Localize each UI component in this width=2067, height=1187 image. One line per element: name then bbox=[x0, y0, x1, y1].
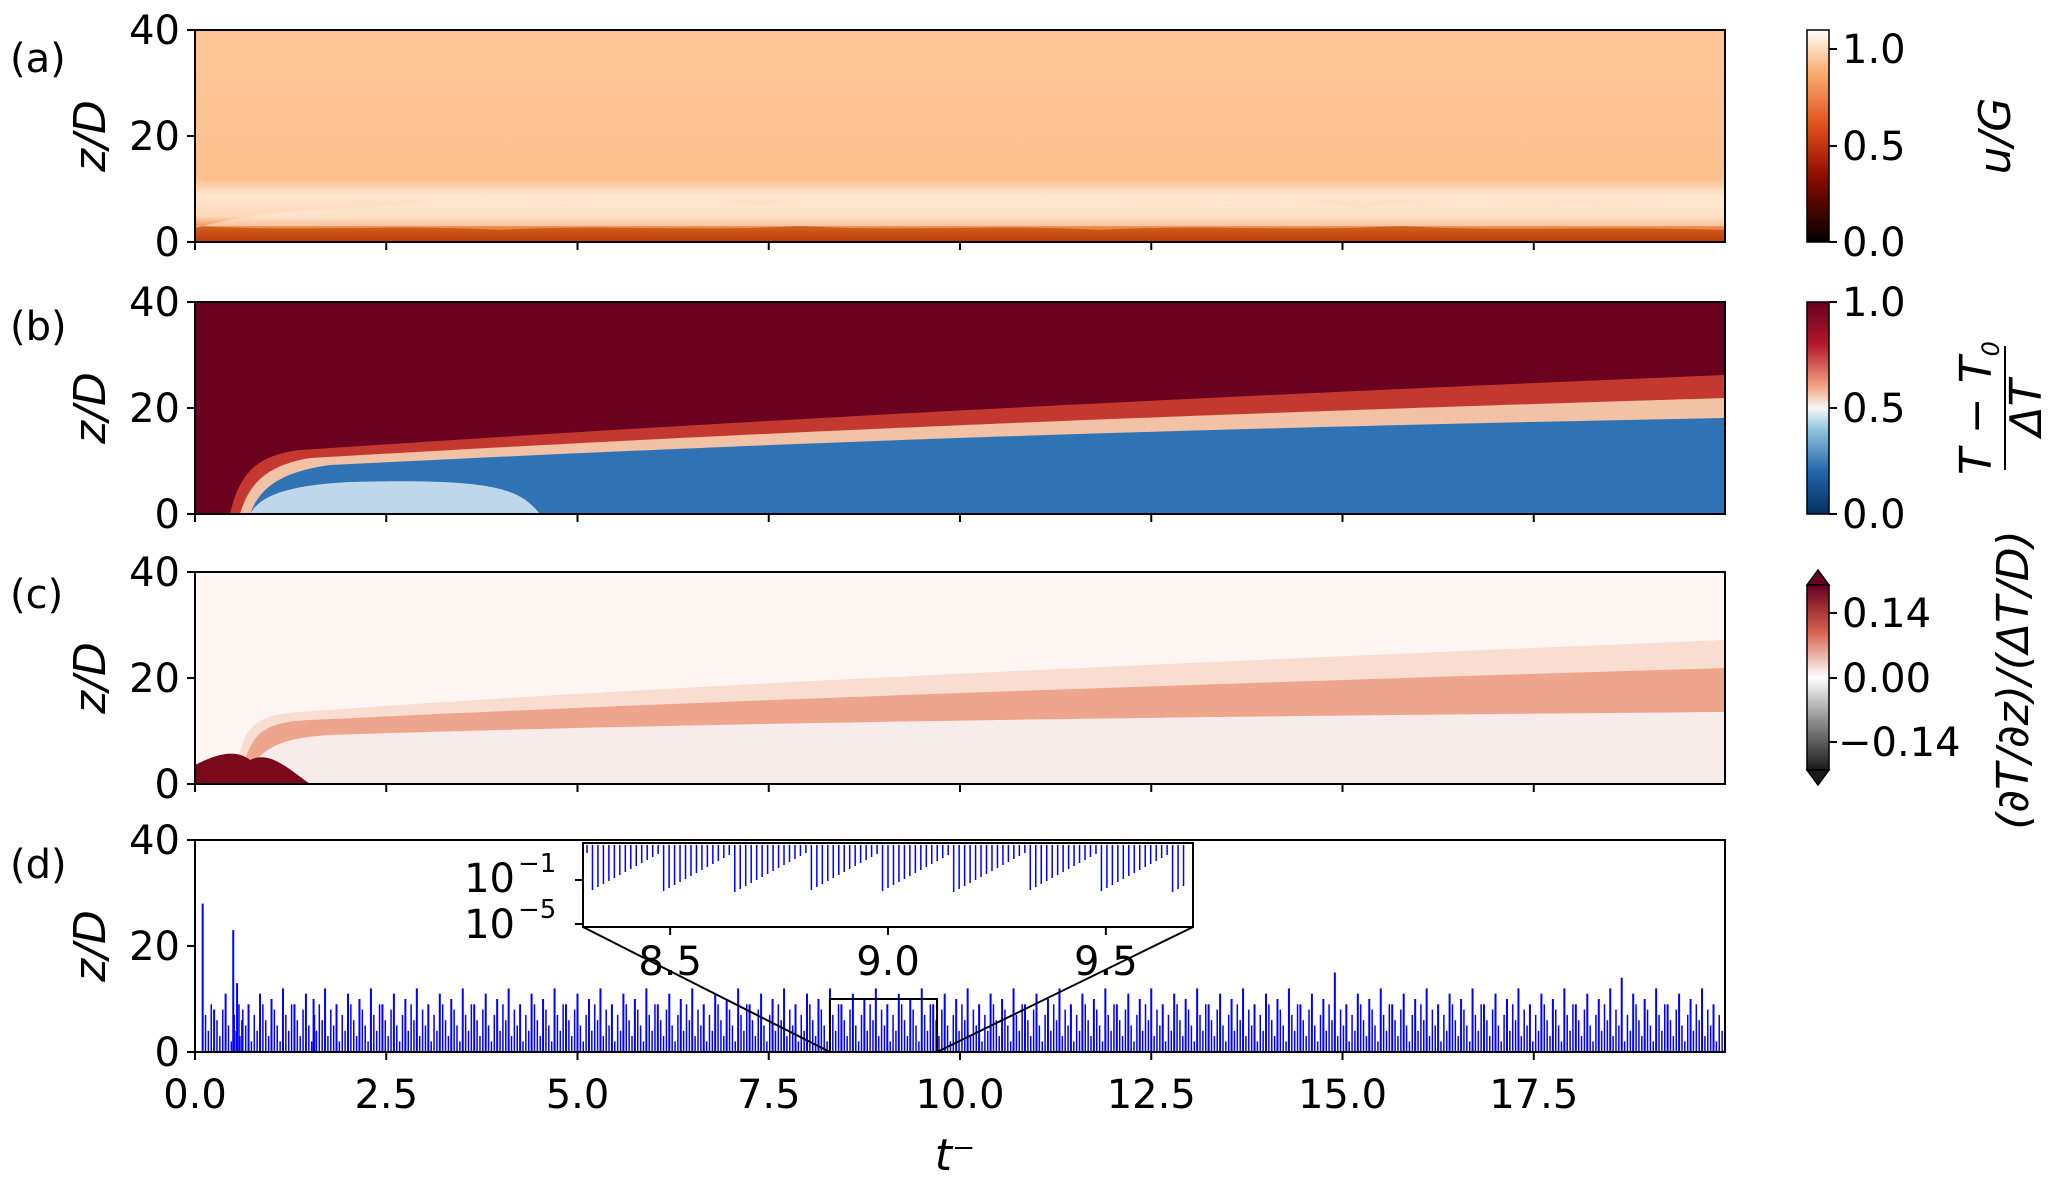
panel-b-xticks bbox=[194, 514, 1535, 522]
panel-a-ytick-20: 20 bbox=[129, 114, 180, 160]
inset-xtick-label: 8.5 bbox=[638, 939, 702, 985]
inset-xtick-label: 9.0 bbox=[856, 939, 920, 985]
panel-d-xtick-label: 10.0 bbox=[915, 1072, 1004, 1118]
inset-xtick-label: 9.5 bbox=[1074, 939, 1138, 985]
inset-ytick-1: 10 bbox=[464, 856, 515, 902]
panel-d-xtick-label: 2.5 bbox=[354, 1072, 418, 1118]
inset-spikes bbox=[586, 845, 1185, 892]
panel-b-ylabel: z/D bbox=[65, 372, 116, 445]
panel-b-ytick-20: 20 bbox=[129, 386, 180, 432]
zoom-indicator bbox=[582, 926, 1194, 1053]
panel-c-xticks bbox=[194, 784, 1535, 792]
colorbar-a-label: u/G bbox=[1970, 98, 2021, 175]
inset-xaxis: 8.5 9.0 9.5 bbox=[638, 927, 1138, 985]
colorbar-a-tick-0: 0.0 bbox=[1842, 220, 1906, 266]
panel-b-yticks: 0 20 40 bbox=[129, 280, 195, 538]
colorbar-b-tick-1: 0.5 bbox=[1842, 386, 1906, 432]
panel-c-mixed-layer bbox=[245, 712, 1725, 784]
panel-d-xtick-label: 0.0 bbox=[163, 1072, 227, 1118]
panel-d-xtick-label: 5.0 bbox=[546, 1072, 610, 1118]
inset-ytick-2: 10 bbox=[464, 902, 515, 948]
colorbar-b-tick-2: 1.0 bbox=[1842, 280, 1906, 326]
panel-a-yticks: 0 20 40 bbox=[129, 8, 195, 266]
panel-a: (a) z/D 0 20 40 0.0 0.5 1.0 u/G bbox=[10, 8, 2021, 266]
panel-b-cold-layer bbox=[250, 418, 1725, 514]
panel-a-xticks bbox=[194, 242, 1535, 250]
panel-c: (c) z/D 0 20 40 −0.14 0.00 0.14 (∂T/∂z)/… bbox=[10, 530, 2039, 829]
panel-d-ytick-40: 40 bbox=[129, 818, 180, 864]
panel-b-label: (b) bbox=[10, 304, 67, 350]
panel-d-yticks: 0 20 40 bbox=[129, 818, 195, 1076]
colorbar-a-bar bbox=[1806, 29, 1830, 243]
zoom-connector-right bbox=[936, 926, 1194, 1053]
panel-b: (b) z/D 0 20 40 0.0 0.5 1.0 T − T0 bbox=[10, 280, 2052, 538]
colorbar-c-tick-2: 0.14 bbox=[1842, 591, 1931, 637]
colorbar-b-bar bbox=[1806, 301, 1830, 515]
panel-c-ylabel: z/D bbox=[65, 642, 116, 715]
panel-a-ytick-40: 40 bbox=[129, 8, 180, 54]
panel-c-yticks: 0 20 40 bbox=[129, 550, 195, 808]
inset-ytick-2-exp: −5 bbox=[518, 895, 556, 925]
colorbar-a-tick-2: 1.0 bbox=[1842, 27, 1906, 73]
panel-a-label: (a) bbox=[10, 36, 66, 82]
panel-d-ytick-0: 0 bbox=[155, 1030, 180, 1076]
panel-d-spikes bbox=[201, 903, 1723, 1052]
panel-c-ytick-0: 0 bbox=[155, 762, 180, 808]
panel-a-ytick-0: 0 bbox=[155, 220, 180, 266]
svg-text:T − T0: T − T0 bbox=[1951, 341, 2005, 475]
colorbar-b: 0.0 0.5 1.0 T − T0 ΔT bbox=[1806, 280, 2052, 538]
colorbar-c-tick-1: 0.00 bbox=[1842, 656, 1931, 702]
colorbar-b-tick-0: 0.0 bbox=[1842, 492, 1906, 538]
panel-b-ytick-0: 0 bbox=[155, 492, 180, 538]
svg-text:ΔT: ΔT bbox=[2001, 376, 2052, 439]
colorbar-c-label: (∂T/∂z)/(ΔT/D) bbox=[1988, 530, 2039, 829]
panel-d-xtick-label: 17.5 bbox=[1489, 1072, 1578, 1118]
colorbar-a-tick-1: 0.5 bbox=[1842, 124, 1906, 170]
colorbar-c-extend-min bbox=[1805, 769, 1831, 787]
colorbar-a: 0.0 0.5 1.0 u/G bbox=[1806, 27, 2021, 266]
panel-d: (d) z/D 0 20 40 0.0 2.5 5.0 7.5 10.0 12.5 15.0… bbox=[10, 818, 1726, 1181]
panel-d-xlabel: t⁻ bbox=[935, 1130, 975, 1181]
panel-d-xtick-label: 7.5 bbox=[737, 1072, 801, 1118]
panel-d-xtick-label: 12.5 bbox=[1107, 1072, 1196, 1118]
panel-c-ytick-40: 40 bbox=[129, 550, 180, 596]
panel-d-xtick-label: 15.0 bbox=[1298, 1072, 1387, 1118]
zoom-connector-left bbox=[582, 926, 831, 1053]
panel-d-label: (d) bbox=[10, 842, 67, 888]
panel-d-xaxis: 0.0 2.5 5.0 7.5 10.0 12.5 15.0 17.5 bbox=[163, 1052, 1578, 1118]
panel-b-mixing-region bbox=[250, 481, 540, 514]
panel-a-ylabel: z/D bbox=[65, 100, 116, 173]
panel-c-near-wall bbox=[195, 753, 310, 784]
colorbar-c-extend-max bbox=[1805, 568, 1831, 586]
panel-a-surface-layer bbox=[195, 226, 1725, 242]
colorbar-c-bar bbox=[1806, 584, 1830, 771]
panel-d-ytick-20: 20 bbox=[129, 924, 180, 970]
panel-c-ytick-20: 20 bbox=[129, 656, 180, 702]
inset-ytick-1-exp: −1 bbox=[518, 849, 556, 879]
colorbar-b-label: T − T0 ΔT bbox=[1951, 341, 2052, 475]
panel-d-ylabel: z/D bbox=[65, 910, 116, 983]
panel-a-turbulent-band bbox=[195, 196, 1725, 228]
panel-c-label: (c) bbox=[10, 572, 63, 618]
inset: 10 −1 10 −5 8.5 9.0 9.5 bbox=[464, 842, 1194, 985]
colorbar-c-tick-0: −0.14 bbox=[1838, 720, 1961, 766]
colorbar-c: −0.14 0.00 0.14 (∂T/∂z)/(ΔT/D) bbox=[1805, 530, 2039, 830]
panel-b-ytick-40: 40 bbox=[129, 280, 180, 326]
